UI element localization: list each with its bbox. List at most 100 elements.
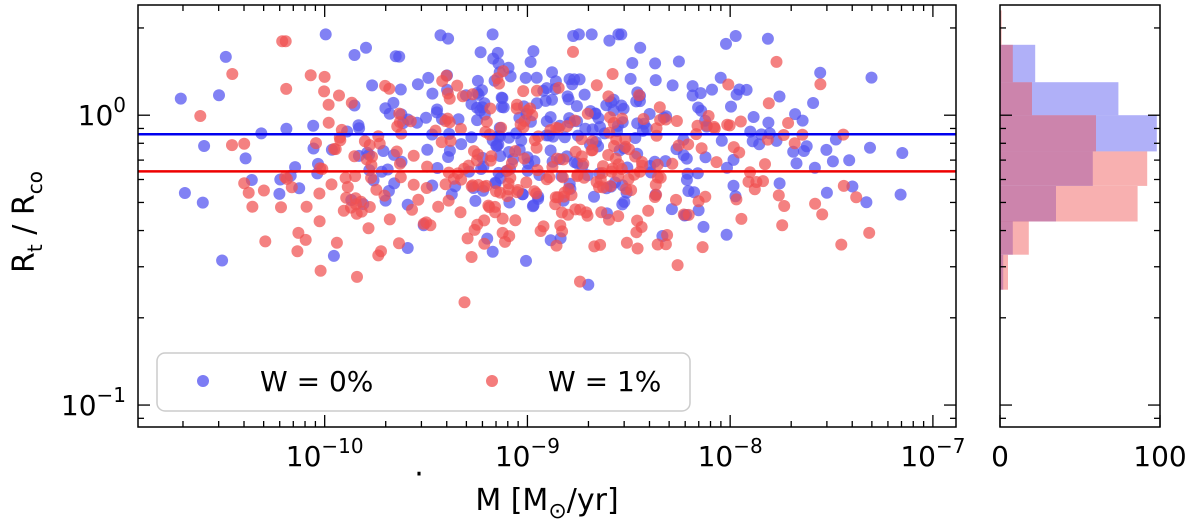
scatter-point-w1 xyxy=(722,78,735,91)
scatter-point-w1 xyxy=(568,114,581,127)
scatter-point-w0 xyxy=(519,71,532,84)
scatter-point-w1 xyxy=(276,35,289,48)
scatter-point-w1 xyxy=(421,160,434,173)
scatter-point-w0 xyxy=(495,101,508,113)
scatter-point-w1 xyxy=(313,187,326,200)
scatter-point-w1 xyxy=(304,69,317,82)
scatter-point-w1 xyxy=(482,199,495,212)
scatter-point-w0 xyxy=(865,71,878,84)
scatter-points xyxy=(174,28,909,309)
scatter-point-w1 xyxy=(532,130,545,143)
scatter-point-w0 xyxy=(691,167,704,180)
scatter-point-w0 xyxy=(747,111,760,123)
scatter-point-w1 xyxy=(528,185,541,198)
scatter-panel: 10−10 10−9 10−8 10−7 100 10−1 W = 0% W = 1% xyxy=(61,4,965,473)
scatter-point-w1 xyxy=(351,270,363,283)
hist-bar-w0 xyxy=(1000,254,1004,290)
hist-bar-w0 xyxy=(1000,151,1093,186)
scatter-point-w0 xyxy=(688,186,701,199)
scatter-point-w1 xyxy=(511,186,524,199)
scatter-point-w0 xyxy=(746,135,759,148)
scatter-point-w1 xyxy=(650,188,663,201)
hist-bar-w1 xyxy=(1000,151,1148,186)
scatter-point-w1 xyxy=(517,85,530,98)
scatter-point-w0 xyxy=(469,194,482,207)
scatter-point-w0 xyxy=(843,154,856,167)
scatter-point-w0 xyxy=(393,50,406,63)
scatter-point-w1 xyxy=(633,89,646,102)
y-tick-label: 10−1 xyxy=(61,383,126,422)
scatter-point-w1 xyxy=(334,134,347,147)
scatter-point-w1 xyxy=(314,264,327,277)
scatter-point-w1 xyxy=(313,215,326,228)
scatter-point-w1 xyxy=(520,176,533,189)
scatter-point-w1 xyxy=(345,96,358,109)
scatter-point-w1 xyxy=(586,135,599,148)
scatter-point-w1 xyxy=(391,120,404,133)
scatter-point-w0 xyxy=(431,103,444,116)
scatter-point-w1 xyxy=(394,157,406,170)
scatter-point-w1 xyxy=(509,214,522,227)
scatter-point-w0 xyxy=(665,203,678,216)
scatter-point-w0 xyxy=(434,29,447,42)
scatter-point-w1 xyxy=(816,208,829,221)
scatter-point-w0 xyxy=(527,45,540,58)
scatter-point-w0 xyxy=(546,66,558,79)
scatter-point-w0 xyxy=(820,186,833,199)
scatter-point-w0 xyxy=(366,79,379,92)
scatter-point-w1 xyxy=(585,144,598,157)
scatter-point-w1 xyxy=(670,193,682,206)
scatter-point-w0 xyxy=(761,32,774,45)
histogram-frame xyxy=(999,4,1161,428)
scatter-point-w1 xyxy=(526,109,539,122)
scatter-point-w1 xyxy=(695,142,708,155)
scatter-point-w1 xyxy=(439,178,452,191)
scatter-point-w1 xyxy=(333,89,345,102)
scatter-point-w1 xyxy=(603,213,615,226)
scatter-point-w1 xyxy=(505,157,518,170)
scatter-point-w0 xyxy=(715,134,728,147)
scatter-point-w1 xyxy=(442,194,455,207)
scatter-point-w1 xyxy=(404,115,417,128)
scatter-point-w1 xyxy=(759,158,771,171)
scatter-point-w1 xyxy=(603,126,616,139)
scatter-point-w0 xyxy=(327,249,340,262)
scatter-point-w1 xyxy=(454,206,467,219)
scatter-point-w0 xyxy=(394,83,407,96)
scatter-point-w0 xyxy=(573,73,586,86)
scatter-point-w1 xyxy=(373,137,386,150)
scatter-point-w1 xyxy=(631,242,644,255)
scatter-point-w1 xyxy=(194,110,207,122)
scatter-point-w1 xyxy=(554,219,567,232)
scatter-point-w1 xyxy=(456,90,469,103)
scatter-point-w0 xyxy=(790,157,803,170)
scatter-point-w1 xyxy=(574,275,586,288)
scatter-point-w1 xyxy=(788,137,801,150)
scatter-point-w0 xyxy=(213,89,225,102)
scatter-point-w1 xyxy=(362,222,375,235)
scatter-point-w1 xyxy=(420,182,433,194)
scatter-point-w1 xyxy=(606,68,619,80)
scatter-point-w1 xyxy=(666,157,679,170)
x-tick-label: 10−10 xyxy=(286,434,364,473)
scatter-point-w0 xyxy=(896,147,909,159)
scatter-point-w1 xyxy=(490,185,502,198)
y-tick-label: 100 xyxy=(78,93,126,132)
x-tick-label: 10−8 xyxy=(698,434,763,473)
scatter-point-w1 xyxy=(590,79,603,92)
scatter-point-w0 xyxy=(570,100,583,113)
scatter-point-w1 xyxy=(412,193,425,206)
scatter-point-w0 xyxy=(649,57,662,70)
scatter-point-w0 xyxy=(612,28,625,41)
legend: W = 0% W = 1% xyxy=(156,352,691,412)
scatter-point-w1 xyxy=(650,122,663,135)
hist-bar-w0 xyxy=(1000,44,1036,83)
scatter-point-w1 xyxy=(762,97,775,110)
scatter-point-w1 xyxy=(670,115,683,127)
scatter-point-w1 xyxy=(465,180,478,193)
scatter-point-w1 xyxy=(355,195,367,208)
scatter-point-w1 xyxy=(504,171,517,184)
scatter-point-w0 xyxy=(618,195,631,208)
scatter-point-w1 xyxy=(635,156,648,168)
scatter-point-w0 xyxy=(319,28,332,41)
